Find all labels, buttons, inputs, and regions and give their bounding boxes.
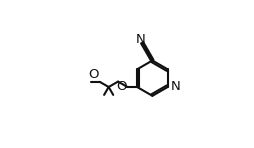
Text: N: N [171,81,180,94]
Text: N: N [135,33,145,46]
Text: O: O [89,68,99,81]
Text: O: O [116,81,126,94]
